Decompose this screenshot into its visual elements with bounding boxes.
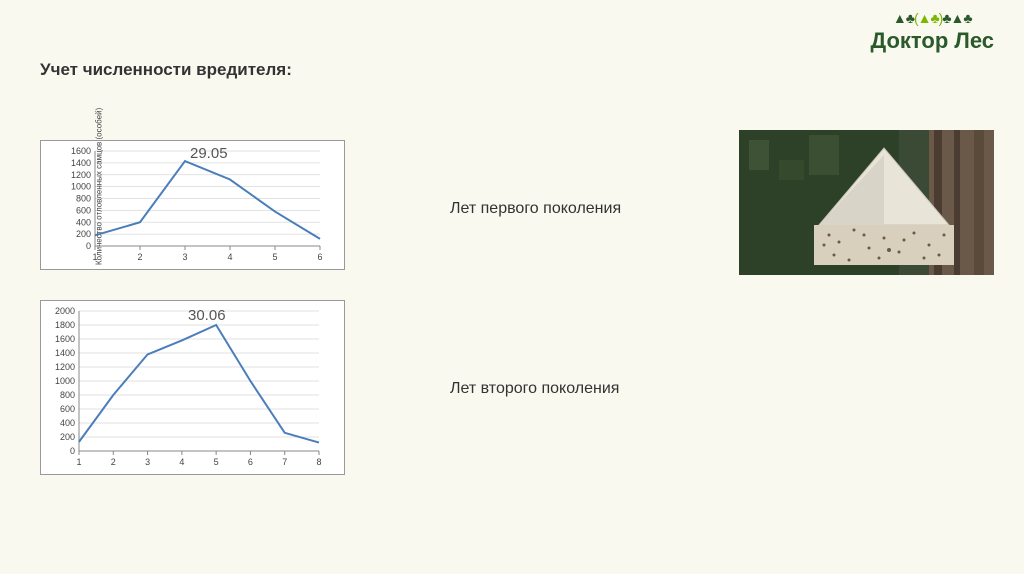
chart1-ylabel: Количество отловленных самцов (особей)	[95, 145, 104, 265]
logo-trees: ▲♣(▲♣)♣▲♣	[871, 10, 994, 26]
svg-text:200: 200	[76, 229, 91, 239]
svg-text:1400: 1400	[71, 158, 91, 168]
svg-text:7: 7	[282, 457, 287, 467]
svg-text:0: 0	[86, 241, 91, 251]
logo: ▲♣(▲♣)♣▲♣ Доктор Лес	[871, 10, 994, 54]
svg-text:800: 800	[76, 194, 91, 204]
svg-text:4: 4	[227, 252, 232, 262]
svg-text:600: 600	[76, 205, 91, 215]
logo-trees-right: ♣▲♣	[942, 10, 971, 26]
caption-second-gen: Лет второго поколения	[450, 380, 619, 398]
svg-text:2: 2	[111, 457, 116, 467]
page-title: Учет численности вредителя:	[40, 60, 292, 80]
svg-text:1200: 1200	[71, 170, 91, 180]
svg-text:600: 600	[60, 404, 75, 414]
chart1-svg: 02004006008001000120014001600123456	[47, 145, 332, 265]
svg-text:5: 5	[214, 457, 219, 467]
svg-text:1000: 1000	[55, 376, 75, 386]
svg-text:1000: 1000	[71, 182, 91, 192]
svg-text:800: 800	[60, 390, 75, 400]
svg-text:1600: 1600	[71, 146, 91, 156]
chart2-annotation: 30.06	[188, 307, 226, 324]
svg-text:3: 3	[145, 457, 150, 467]
svg-text:400: 400	[60, 418, 75, 428]
svg-text:1800: 1800	[55, 320, 75, 330]
logo-trees-left: ▲♣	[893, 10, 914, 26]
logo-text: Доктор Лес	[871, 28, 994, 54]
chart2-svg: 0 200 400 600 800 1000 1200 1400 1600 1800 2000 1 2 3…	[47, 305, 332, 470]
svg-text:1400: 1400	[55, 348, 75, 358]
trap-photo-svg	[739, 130, 994, 275]
chart-second-generation: 0 200 400 600 800 1000 1200 1400 1600 1800 2000 1 2 3…	[40, 300, 345, 475]
svg-text:2000: 2000	[55, 306, 75, 316]
svg-text:0: 0	[70, 446, 75, 456]
svg-text:1200: 1200	[55, 362, 75, 372]
trap-photo	[739, 130, 994, 275]
logo-trees-green: (▲♣)	[914, 10, 942, 26]
svg-text:2: 2	[137, 252, 142, 262]
svg-text:1600: 1600	[55, 334, 75, 344]
svg-text:5: 5	[272, 252, 277, 262]
svg-text:8: 8	[316, 457, 321, 467]
svg-text:6: 6	[248, 457, 253, 467]
svg-text:1: 1	[76, 457, 81, 467]
svg-text:4: 4	[179, 457, 184, 467]
svg-text:200: 200	[60, 432, 75, 442]
caption-first-gen: Лет первого поколения	[450, 200, 621, 218]
svg-text:400: 400	[76, 217, 91, 227]
svg-text:3: 3	[182, 252, 187, 262]
chart1-annotation: 29.05	[190, 145, 228, 162]
svg-text:6: 6	[317, 252, 322, 262]
